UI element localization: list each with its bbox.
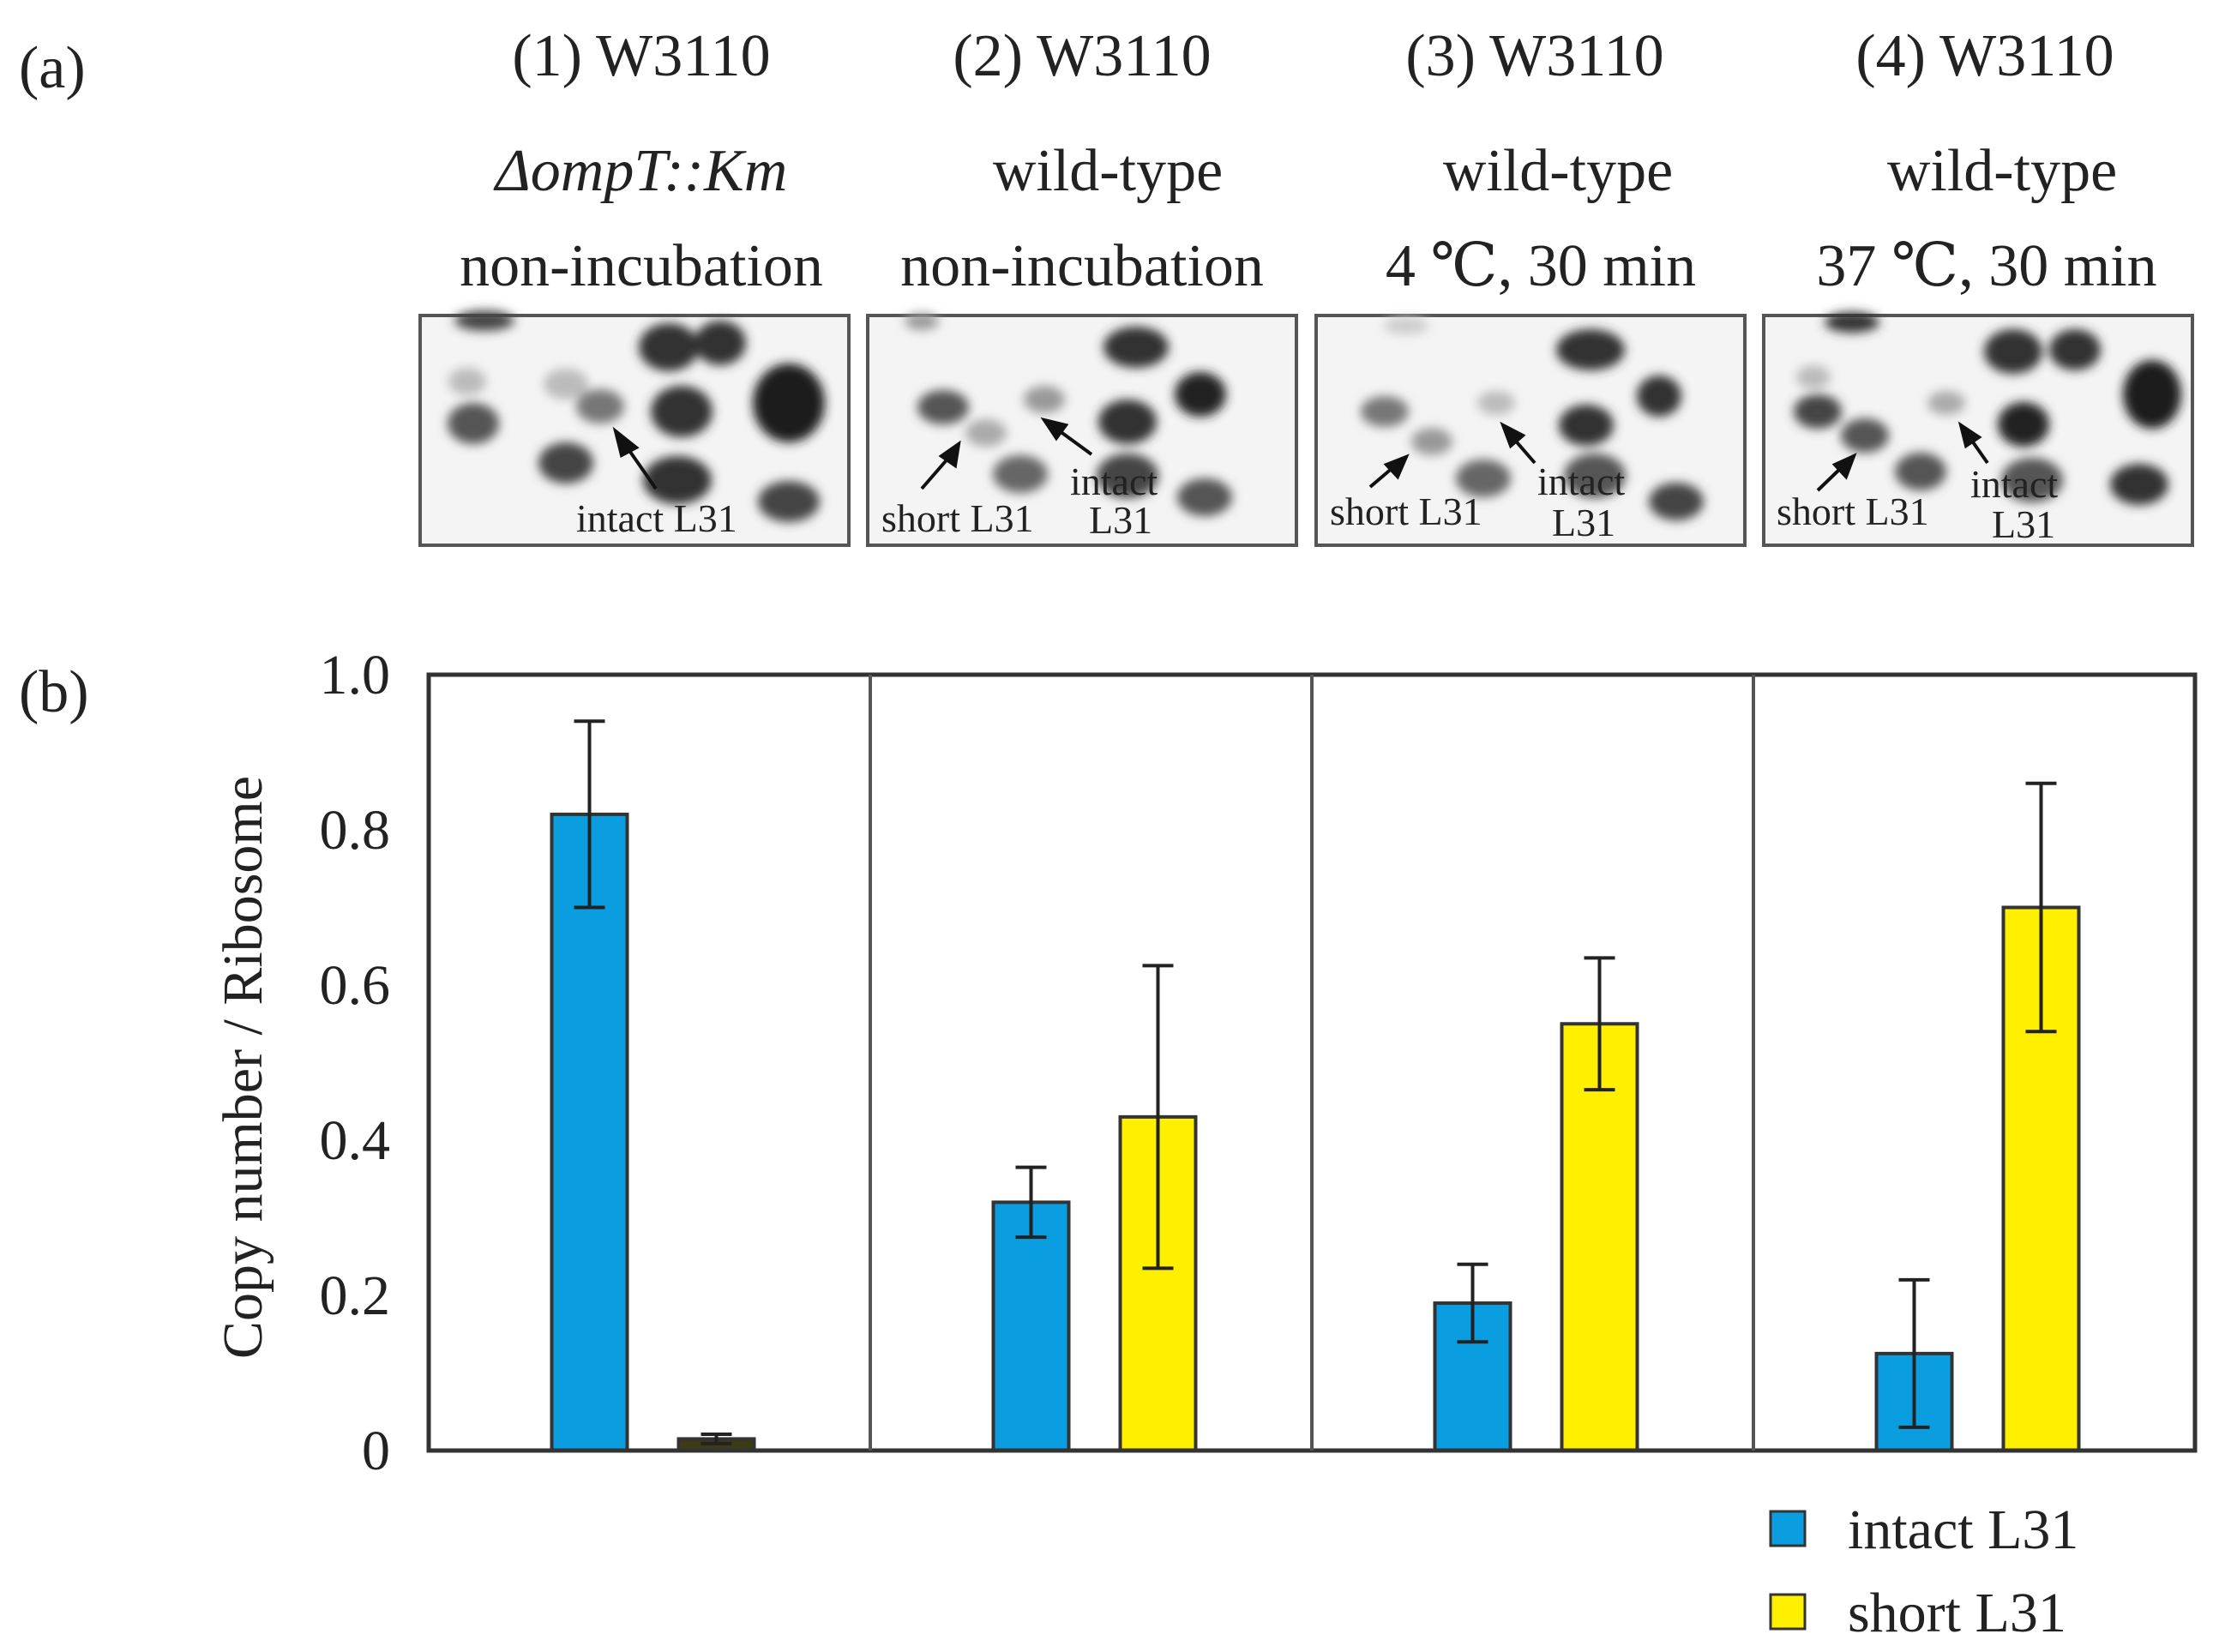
y-tick-labels: 0 0.2 0.4 0.6 0.8 1.0	[320, 644, 391, 1482]
lane-4-genotype: wild-type	[1887, 138, 2117, 204]
lane-4-title: (4) W3110	[1855, 23, 2114, 89]
y-axis-label: Copy number / Ribosome	[212, 776, 274, 1359]
gel-3-label-intact: intact	[1537, 460, 1625, 503]
gel-2-label-short: short L31	[881, 496, 1034, 540]
y-tick-label: 0	[362, 1420, 390, 1482]
y-tick-label: 0.4	[320, 1109, 391, 1172]
panel-b-label: (b)	[19, 659, 89, 725]
legend-label-short: short L31	[1848, 1582, 2066, 1644]
gel-4-label-l31: L31	[1992, 502, 2055, 546]
lane-2-condition: non-incubation	[900, 233, 1264, 299]
gel-2-label-l31: L31	[1089, 498, 1152, 542]
lane-1-genotype: ΔompT::Km	[493, 138, 788, 204]
lane-1-title: (1) W3110	[512, 23, 770, 89]
gel-1-label-intact: intact L31	[576, 496, 737, 540]
bar-intact-l31	[991, 1200, 1071, 1453]
gel-image-1: intact L31	[418, 310, 851, 547]
gel-image-2: short L31 intact L31	[866, 313, 1298, 547]
gel-4-label-short: short L31	[1777, 490, 1929, 533]
gel-2-label-intact: intact	[1070, 460, 1158, 503]
lane-1-condition: non-incubation	[460, 233, 823, 299]
gel-image-3: short L31 intact L31	[1314, 314, 1747, 547]
gel-3-label-l31: L31	[1552, 501, 1615, 544]
plot-marks	[550, 719, 2081, 1453]
bar-chart: Copy number / Ribosome 0 0.2 0.4 0.6 0.8…	[212, 644, 2198, 1482]
lane-4-condition: 37 ℃, 30 min	[1816, 233, 2156, 299]
gel-image-4: short L31 intact L31	[1762, 312, 2194, 547]
lane-2-genotype: wild-type	[993, 138, 1223, 204]
lane-3-genotype: wild-type	[1443, 138, 1673, 204]
y-tick-label: 0.2	[320, 1265, 391, 1327]
legend-swatch-intact	[1769, 1510, 1807, 1547]
y-tick-label: 0.6	[320, 954, 391, 1017]
y-tick-label: 1.0	[320, 644, 391, 706]
legend: intact L31 short L31	[1769, 1499, 2078, 1644]
lane-3-title: (3) W3110	[1405, 23, 1663, 89]
legend-label-intact: intact L31	[1848, 1499, 2078, 1561]
lane-headers: (1) W3110 ΔompT::Km non-incubation (2) W…	[460, 23, 2157, 299]
gel-4-label-intact: intact	[1970, 462, 2058, 506]
lane-2-title: (2) W3110	[953, 23, 1211, 89]
gel-3-label-short: short L31	[1330, 490, 1482, 533]
bar-intact-l31	[550, 812, 629, 1452]
y-tick-label: 0.8	[320, 799, 391, 862]
panel-a-label: (a)	[19, 35, 86, 101]
lane-3-condition: 4 ℃, 30 min	[1386, 233, 1696, 299]
legend-swatch-short	[1769, 1593, 1807, 1631]
